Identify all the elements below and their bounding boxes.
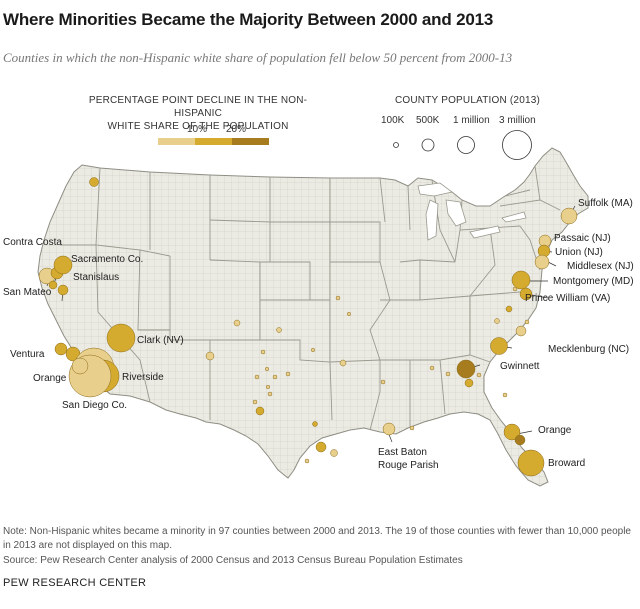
county-circle-orange-ca	[71, 357, 89, 375]
county-circle	[252, 399, 258, 405]
county-circle	[409, 425, 415, 431]
county-circles	[38, 177, 578, 477]
county-circle	[304, 458, 310, 464]
county-circle	[494, 318, 500, 324]
county-circle	[285, 371, 291, 377]
label-broward: Broward	[548, 458, 585, 469]
size-circle-1m	[457, 136, 475, 154]
county-circle	[502, 392, 508, 398]
county-circle	[515, 325, 527, 337]
legend-tick-10: 10%	[187, 124, 208, 135]
county-circle-orange-fl	[503, 423, 521, 441]
county-circle	[233, 319, 241, 327]
size-circle-500k	[421, 138, 435, 152]
size-label-500k: 500K	[416, 115, 440, 126]
size-circle-100k	[393, 142, 399, 148]
county-labels: Suffolk (MA) Passaic (NJ) Union (NJ) Mid…	[3, 198, 634, 471]
county-circle	[330, 449, 338, 457]
label-mecklenburg: Mecklenburg (NC)	[548, 344, 629, 355]
county-circle	[255, 406, 265, 416]
county-circle	[315, 441, 327, 453]
footnote: Note: Non-Hispanic whites became a minor…	[3, 526, 631, 551]
county-circle	[335, 295, 341, 301]
county-circle-montgomery-md	[511, 270, 531, 290]
chart-subtitle: Counties in which the non-Hispanic white…	[3, 50, 513, 65]
label-ventura: Ventura	[10, 349, 45, 360]
label-stanislaus: Stanislaus	[73, 272, 119, 283]
label-san-mateo: San Mateo	[3, 287, 52, 298]
county-circle-osceola	[514, 434, 526, 446]
county-circle	[524, 319, 530, 325]
legend-decline-heading: PERCENTAGE POINT DECLINE IN THE NON-HISP…	[78, 94, 318, 133]
county-circle-atlanta-b	[464, 378, 474, 388]
legend-swatch-low	[158, 138, 195, 145]
county-circle	[310, 347, 316, 353]
source-line: Source: Pew Research Center analysis of …	[3, 555, 463, 566]
great-lakes	[417, 182, 527, 241]
label-sacramento: Sacramento Co.	[71, 254, 143, 265]
county-circle	[276, 327, 282, 333]
county-circle	[267, 391, 273, 397]
label-gwinnett: Gwinnett	[500, 361, 540, 372]
label-san-diego: San Diego Co.	[62, 400, 127, 411]
label-orange-ca: Orange	[33, 373, 67, 384]
label-union: Union (NJ)	[555, 247, 603, 258]
county-circle-middlesex-nj	[534, 254, 550, 270]
county-circle-east-baton-rouge	[382, 422, 396, 436]
legend-tick-20: 20%	[226, 124, 247, 135]
county-circle	[89, 177, 99, 187]
county-circle	[339, 359, 347, 367]
size-circle-3m	[502, 130, 532, 160]
county-circle	[445, 371, 451, 377]
label-prince-william: Prince William (VA)	[525, 293, 610, 304]
county-circle	[429, 365, 435, 371]
legend-swatch-high	[232, 138, 269, 145]
county-circle-sacramento	[53, 255, 73, 275]
label-orange-fl: Orange	[538, 425, 572, 436]
legend-decline-heading-line1: PERCENTAGE POINT DECLINE IN THE NON-HISP…	[88, 95, 308, 119]
label-montgomery: Montgomery (MD)	[553, 276, 634, 287]
legend-decline-heading-line2: WHITE SHARE OF THE POPULATION	[107, 121, 289, 132]
county-circle	[264, 366, 270, 372]
county-circle-broward	[517, 449, 545, 477]
brand-logo: PEW RESEARCH CENTER	[3, 577, 147, 589]
legend-population-heading: COUNTY POPULATION (2013)	[394, 95, 541, 106]
label-passaic: Passaic (NJ)	[554, 233, 611, 244]
county-circle	[380, 379, 386, 385]
county-circle	[272, 374, 278, 380]
us-outline	[37, 147, 589, 487]
county-circle	[312, 421, 318, 427]
county-circle-suffolk-ma	[560, 207, 578, 225]
county-circle-mecklenburg-nc	[490, 337, 508, 355]
county-circle	[254, 374, 260, 380]
size-label-3m: 3 million	[499, 115, 536, 126]
label-riverside: Riverside	[122, 372, 164, 383]
label-suffolk: Suffolk (MA)	[578, 198, 633, 209]
legend-swatch-mid	[195, 138, 232, 145]
county-circle	[476, 372, 482, 378]
county-circle	[346, 311, 352, 317]
county-circle-stanislaus	[57, 284, 69, 296]
county-circle-gwinnett	[456, 359, 476, 379]
county-circle-ventura	[54, 342, 68, 356]
county-circle-clark-nv	[106, 323, 136, 353]
state-borders	[60, 165, 561, 431]
size-label-1m: 1 million	[453, 115, 490, 126]
label-clark-nv: Clark (NV)	[137, 335, 184, 346]
label-middlesex: Middlesex (NJ)	[567, 261, 634, 272]
county-circle	[265, 384, 271, 390]
size-label-100k: 100K	[381, 115, 405, 126]
county-circle	[260, 349, 266, 355]
chart-title: Where Minorities Became the Majority Bet…	[3, 10, 494, 29]
county-circle	[505, 305, 513, 313]
county-circle	[205, 351, 215, 361]
label-contra-costa: Contra Costa	[3, 237, 62, 248]
county-circle-santa-clara	[48, 280, 58, 290]
county-circle-prince-william-va	[519, 287, 533, 301]
label-rouge-parish: Rouge Parish	[378, 460, 439, 471]
label-east-baton: East Baton	[378, 447, 427, 458]
